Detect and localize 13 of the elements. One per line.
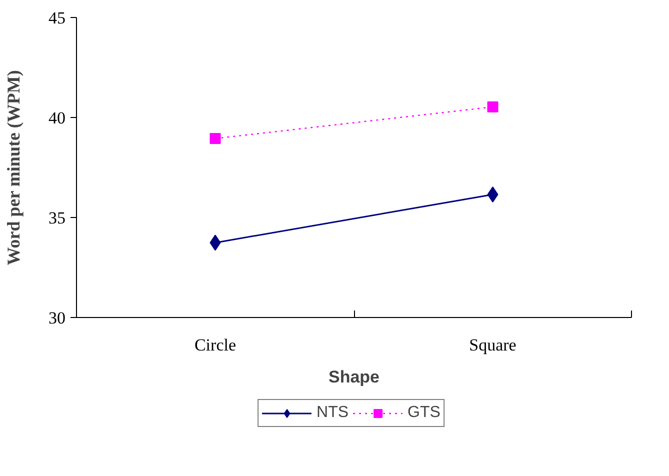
- y-tick-label: 35: [48, 208, 66, 228]
- legend-label: NTS: [316, 404, 349, 422]
- point: [487, 101, 498, 112]
- y-tick-label: 30: [48, 308, 66, 328]
- legend-label: GTS: [408, 404, 440, 422]
- x-tick-label: Circle: [194, 336, 236, 354]
- y-tick-label: 45: [48, 8, 66, 28]
- y-tick-label: 40: [48, 108, 66, 128]
- y-axis-title: Word per minute (WPM): [4, 70, 24, 266]
- x-axis-title: Shape: [328, 368, 380, 386]
- point: [487, 186, 498, 202]
- point: [210, 133, 221, 144]
- x-tick-label: Square: [469, 336, 516, 354]
